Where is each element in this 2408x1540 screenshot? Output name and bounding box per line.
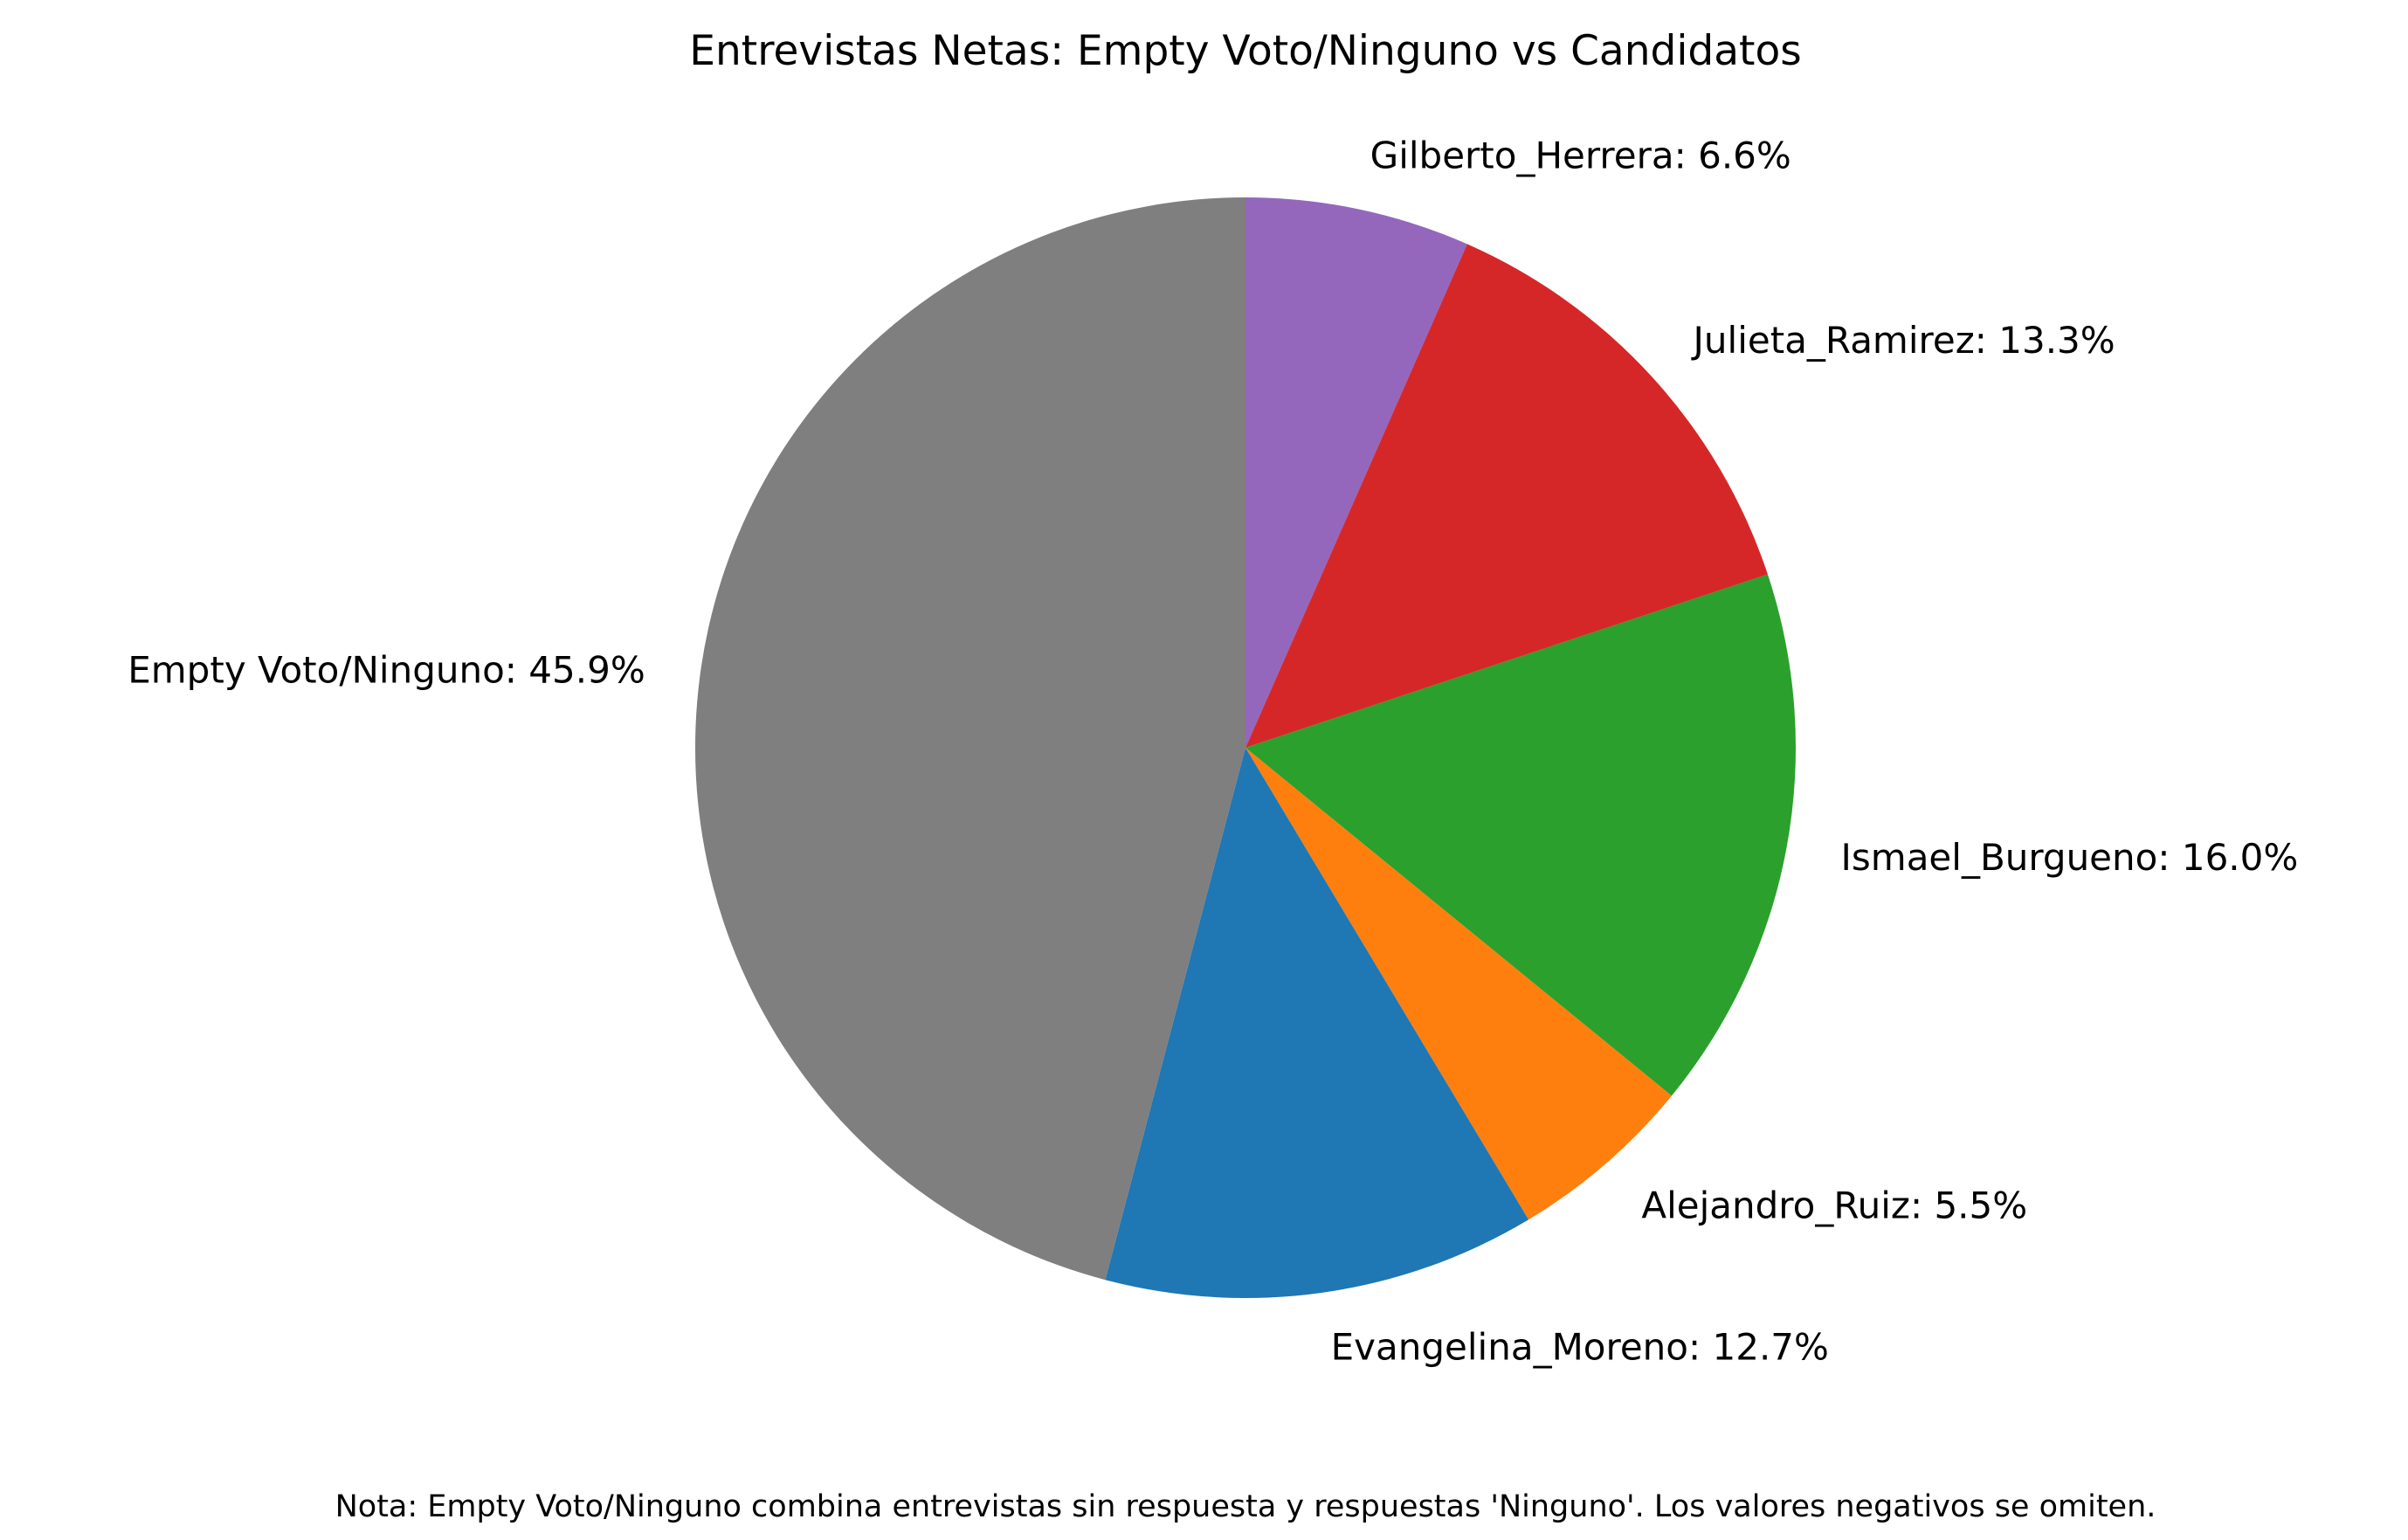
pie-slice-1 (1245, 244, 1768, 748)
pie-slice-5 (694, 197, 1245, 1281)
chart-title: Entrevistas Netas: Empty Voto/Ninguno vs… (689, 27, 1801, 75)
pie-slice-label-5: Empty Voto/Ninguno: 45.9% (128, 648, 645, 691)
pie-slice-0 (1245, 197, 1467, 748)
pie-slice-label-0: Gilberto_Herrera: 6.6% (1370, 134, 1791, 176)
pie-slice-label-4: Evangelina_Moreno: 12.7% (1331, 1326, 1829, 1369)
pie-labels: Gilberto_Herrera: 6.6% Julieta_Ramirez: 1… (128, 134, 2298, 1368)
pie-slice-4 (1105, 748, 1529, 1298)
pie-slices (694, 197, 1797, 1298)
chart-note: Nota: Empty Voto/Ninguno combina entrevi… (335, 1489, 2156, 1524)
pie-slice-2 (1245, 574, 1797, 1096)
pie-slice-3 (1245, 748, 1672, 1220)
pie-slice-label-1: Julieta_Ramirez: 13.3% (1691, 319, 2115, 362)
pie-slice-label-2: Ismael_Burgueno: 16.0% (1841, 836, 2299, 879)
pie-slice-label-3: Alejandro_Ruiz: 5.5% (1641, 1184, 2027, 1227)
